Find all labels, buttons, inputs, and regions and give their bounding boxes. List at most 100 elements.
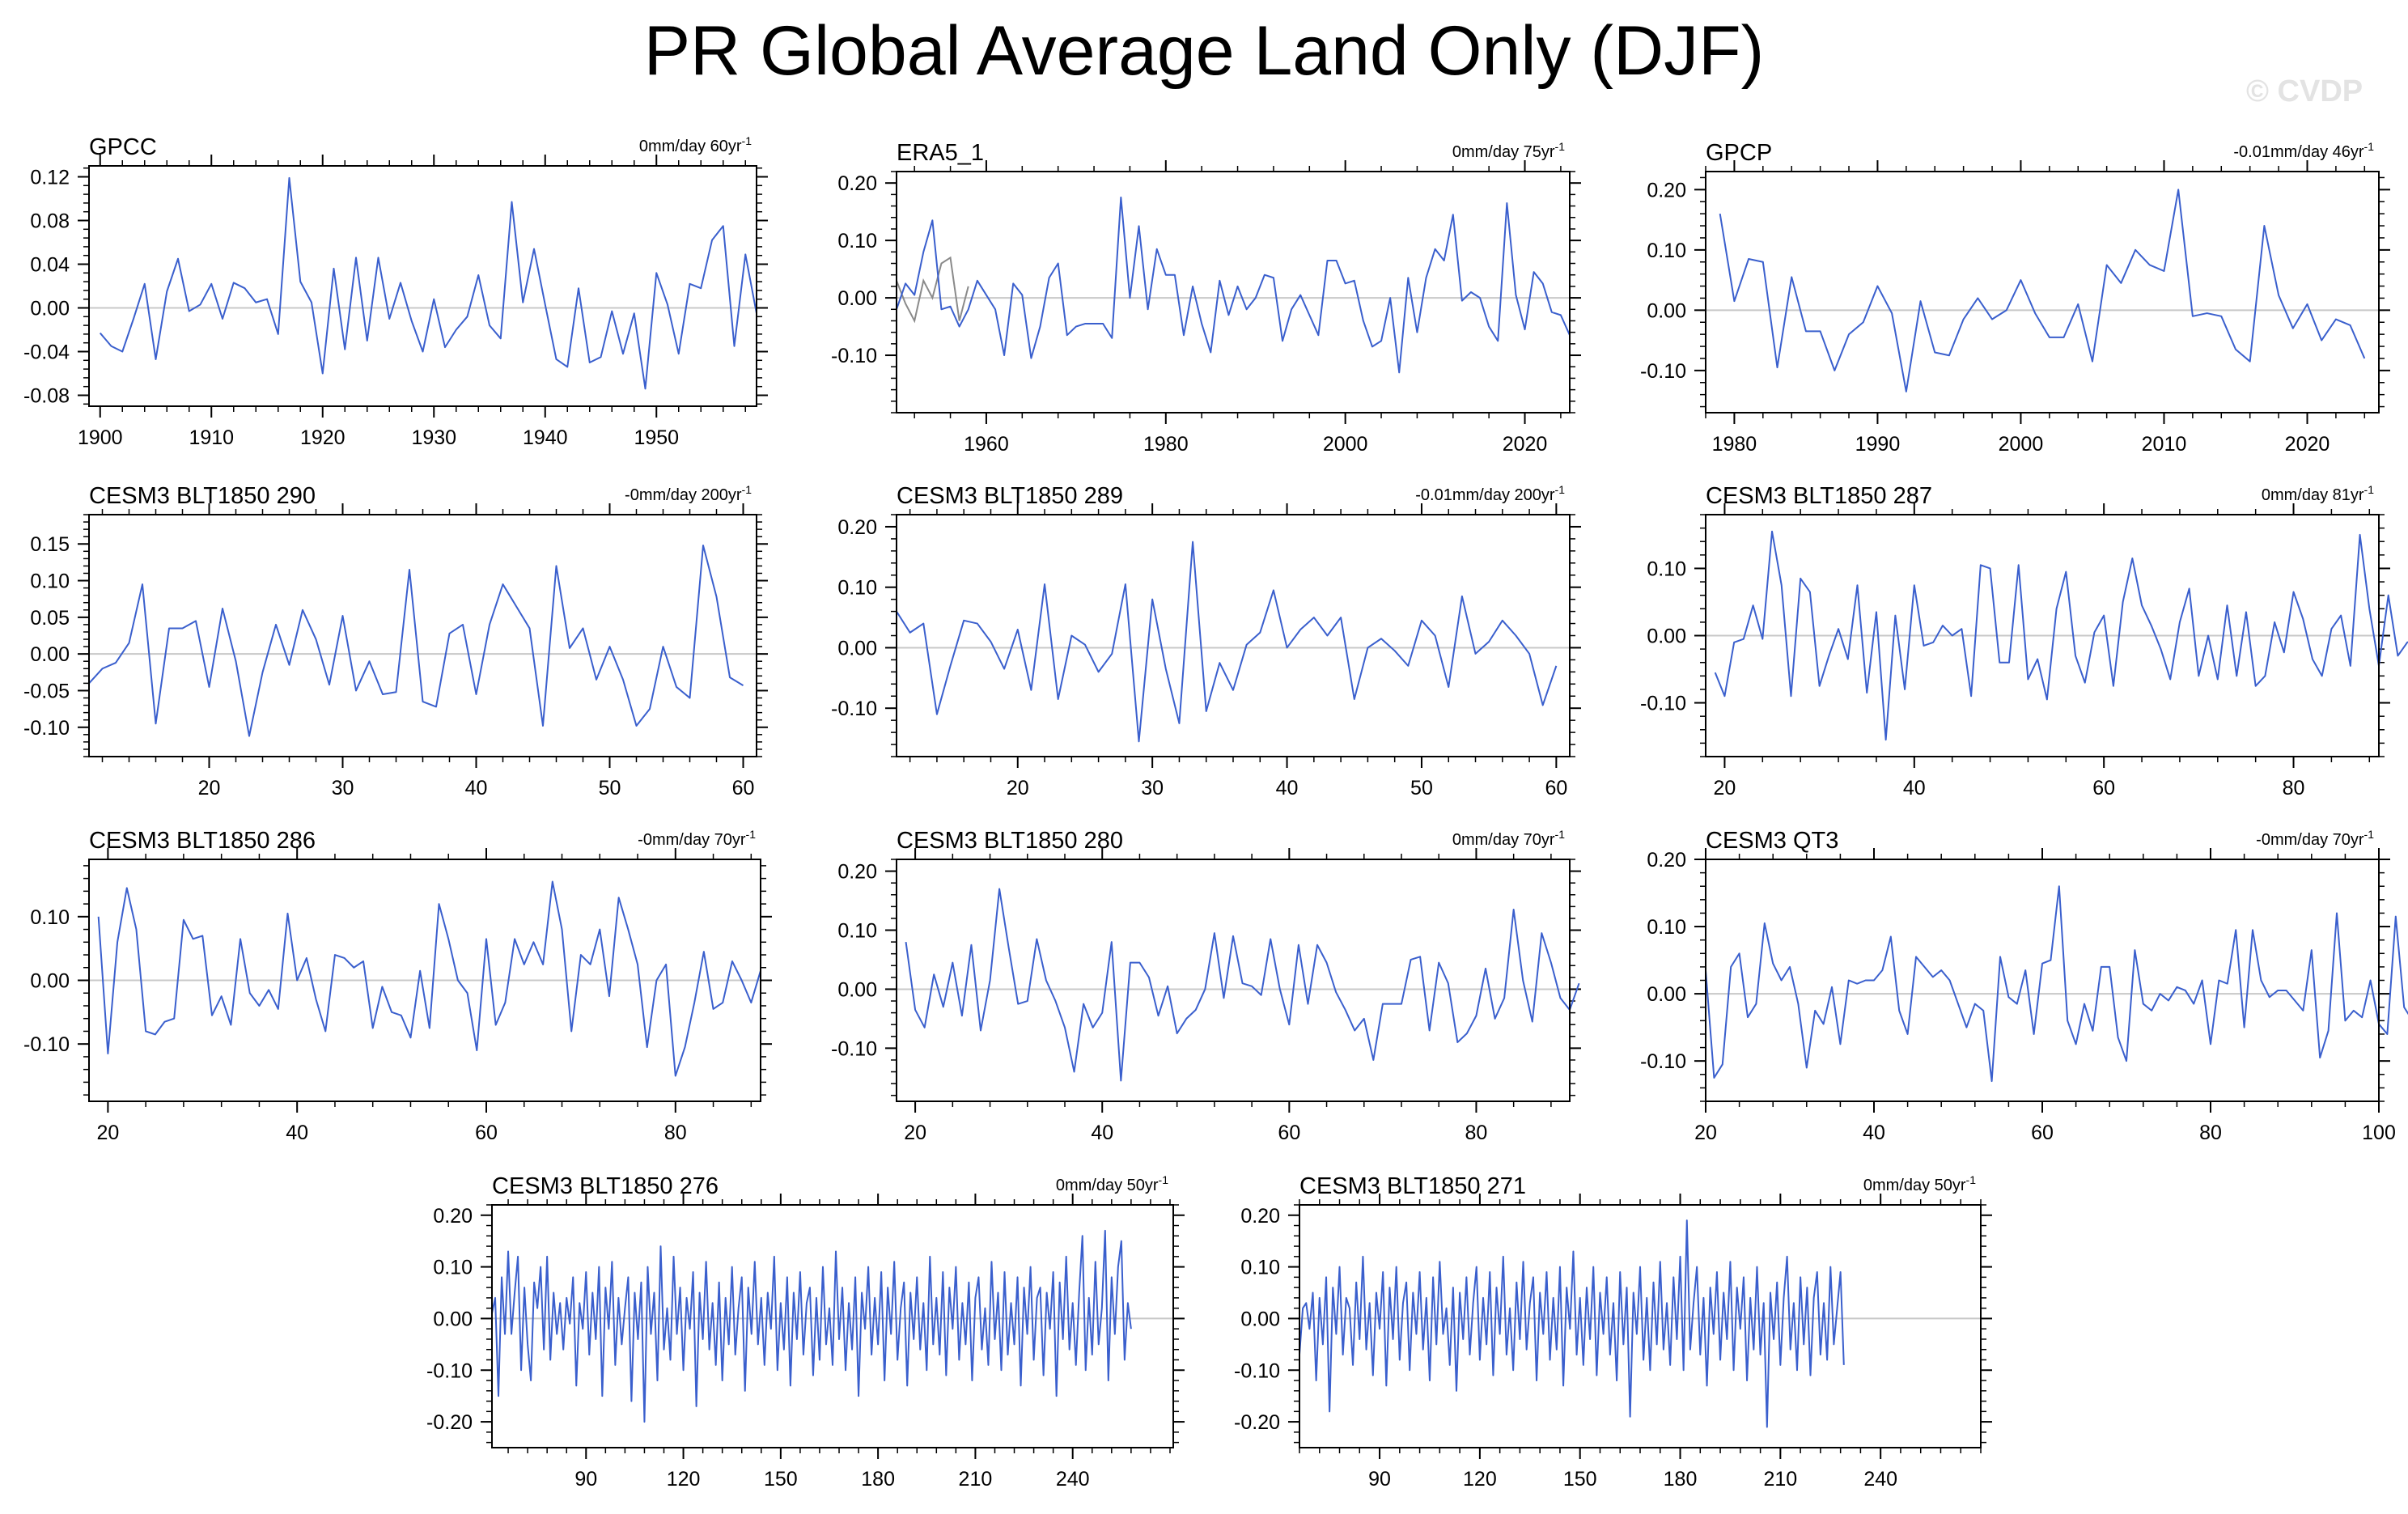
series-line bbox=[896, 541, 1558, 743]
series-line bbox=[1714, 530, 2408, 741]
trend-annotation: 0mm/day 75yr-1 bbox=[1452, 140, 1565, 161]
series-line bbox=[905, 888, 1580, 1082]
y-tick-label: 0.00 bbox=[30, 643, 70, 666]
x-tick-label: 2020 bbox=[1503, 433, 1548, 456]
x-tick-label: 210 bbox=[959, 1468, 993, 1491]
y-tick-label: 0.00 bbox=[837, 287, 877, 310]
chart-panel: -0.10 0.00 0.10 20 40 60 80 CESM3 BLT1850 286 -0… bbox=[23, 828, 772, 1144]
x-tick-label: 80 bbox=[2199, 1122, 2222, 1144]
panel-title: CESM3 QT3 bbox=[1706, 828, 1838, 854]
x-tick-label: 120 bbox=[1463, 1468, 1497, 1491]
x-tick-label: 80 bbox=[2283, 777, 2305, 799]
x-tick-label: 1980 bbox=[1712, 433, 1757, 456]
chart-panel: -0.10 0.00 0.10 0.20 20 30 40 50 60 CESM3 BLT1850… bbox=[831, 483, 1581, 799]
y-tick-label: 0.10 bbox=[30, 906, 70, 929]
trend-annotation: 0mm/day 50yr-1 bbox=[1863, 1173, 1976, 1194]
y-tick-label: 0.10 bbox=[433, 1257, 473, 1279]
y-tick-label: 0.10 bbox=[1647, 558, 1686, 580]
x-tick-label: 2000 bbox=[1999, 433, 2044, 456]
x-tick-label: 1940 bbox=[523, 426, 568, 449]
y-tick-label: 0.10 bbox=[837, 577, 877, 600]
plot-frame bbox=[896, 859, 1571, 1102]
x-tick-label: 210 bbox=[1763, 1468, 1797, 1491]
x-tick-label: 150 bbox=[1563, 1468, 1597, 1491]
y-tick-label: 0.10 bbox=[1647, 916, 1686, 939]
series-line bbox=[88, 545, 744, 737]
panel-title: CESM3 BLT1850 280 bbox=[897, 828, 1123, 854]
plot-frame bbox=[491, 1204, 1174, 1448]
x-tick-label: 60 bbox=[2092, 777, 2115, 799]
x-tick-label: 2010 bbox=[2142, 433, 2187, 456]
y-tick-label: 0.10 bbox=[1240, 1257, 1280, 1279]
panel-title: CESM3 BLT1850 290 bbox=[89, 483, 316, 509]
y-tick-label: 0.20 bbox=[1240, 1205, 1280, 1228]
chart-panel: -0.10 0.00 0.10 0.20 20 40 60 80 100 CESM3 QT3 -0m… bbox=[1640, 828, 2408, 1144]
series-line bbox=[491, 1229, 1132, 1423]
trend-annotation: -0mm/day 70yr-1 bbox=[2256, 828, 2374, 849]
x-tick-label: 120 bbox=[667, 1468, 701, 1491]
page-title: PR Global Average Land Only (DJF) bbox=[643, 12, 1765, 90]
y-tick-label: 0.00 bbox=[1240, 1308, 1280, 1330]
plot-frame bbox=[896, 171, 1571, 413]
y-tick-label: 0.00 bbox=[837, 978, 877, 1001]
y-tick-label: -0.10 bbox=[1640, 1050, 1686, 1073]
y-tick-label: 0.00 bbox=[433, 1308, 473, 1330]
series-line bbox=[99, 176, 757, 390]
trend-annotation: -0.01mm/day 200yr-1 bbox=[1415, 483, 1565, 504]
y-tick-label: 0.00 bbox=[1647, 983, 1686, 1006]
x-tick-label: 2000 bbox=[1323, 433, 1368, 456]
x-tick-label: 60 bbox=[1545, 777, 1567, 799]
series-line bbox=[896, 196, 1571, 374]
x-tick-label: 180 bbox=[861, 1468, 895, 1491]
series-line bbox=[1719, 189, 2366, 392]
y-tick-label: -0.10 bbox=[1234, 1359, 1280, 1382]
x-tick-label: 20 bbox=[1714, 777, 1736, 799]
y-tick-label: -0.05 bbox=[23, 680, 70, 702]
plot-frame bbox=[88, 165, 757, 407]
y-tick-label: 0.00 bbox=[1647, 626, 1686, 648]
panel-title: GPCP bbox=[1706, 140, 1772, 166]
y-tick-label: 0.20 bbox=[1647, 849, 1686, 872]
trend-annotation: -0mm/day 200yr-1 bbox=[625, 483, 752, 504]
x-tick-label: 60 bbox=[1278, 1122, 1300, 1144]
y-tick-label: -0.10 bbox=[23, 717, 70, 740]
y-tick-label: 0.08 bbox=[30, 210, 70, 233]
x-tick-label: 40 bbox=[465, 777, 488, 799]
series-line bbox=[1705, 885, 2408, 1083]
y-tick-label: 0.20 bbox=[837, 861, 877, 884]
y-tick-label: -0.10 bbox=[426, 1359, 473, 1382]
chart-panel: -0.08 -0.04 0.00 0.04 0.08 0.12 1900 1910 1920 19… bbox=[23, 134, 768, 449]
trend-annotation: 0mm/day 81yr-1 bbox=[2262, 483, 2374, 504]
x-tick-label: 60 bbox=[475, 1122, 498, 1144]
y-tick-label: 0.20 bbox=[433, 1205, 473, 1228]
x-tick-label: 180 bbox=[1664, 1468, 1698, 1491]
x-tick-label: 50 bbox=[599, 777, 621, 799]
panel-title: CESM3 BLT1850 271 bbox=[1299, 1173, 1526, 1199]
x-tick-label: 40 bbox=[1903, 777, 1926, 799]
watermark: © CVDP bbox=[2246, 74, 2363, 108]
x-tick-label: 1990 bbox=[1855, 433, 1901, 456]
y-tick-label: 0.04 bbox=[30, 254, 70, 277]
y-tick-label: 0.05 bbox=[30, 607, 70, 630]
x-tick-label: 50 bbox=[1410, 777, 1433, 799]
x-tick-label: 2020 bbox=[2285, 433, 2330, 456]
y-tick-label: 0.00 bbox=[30, 298, 70, 320]
y-tick-label: -0.10 bbox=[831, 345, 877, 367]
plot-frame bbox=[88, 859, 761, 1102]
plot-frame bbox=[1705, 514, 2380, 757]
chart-panel: -0.10 -0.05 0.00 0.05 0.10 0.15 20 30 40 50 60 CESM… bbox=[23, 483, 768, 799]
plot-frame bbox=[88, 514, 757, 757]
panel-title: CESM3 BLT1850 286 bbox=[89, 828, 316, 854]
x-tick-label: 20 bbox=[1694, 1122, 1717, 1144]
x-tick-label: 20 bbox=[198, 777, 221, 799]
panel-title: CESM3 BLT1850 289 bbox=[897, 483, 1123, 509]
x-tick-label: 20 bbox=[1007, 777, 1029, 799]
x-tick-label: 1900 bbox=[78, 426, 123, 449]
trend-annotation: 0mm/day 60yr-1 bbox=[639, 134, 752, 155]
x-tick-label: 20 bbox=[904, 1122, 926, 1144]
x-tick-label: 40 bbox=[1276, 777, 1299, 799]
plot-frame bbox=[1705, 859, 2380, 1102]
y-tick-label: 0.00 bbox=[30, 970, 70, 993]
y-tick-label: -0.10 bbox=[23, 1033, 70, 1056]
y-tick-label: 0.20 bbox=[1647, 179, 1686, 201]
